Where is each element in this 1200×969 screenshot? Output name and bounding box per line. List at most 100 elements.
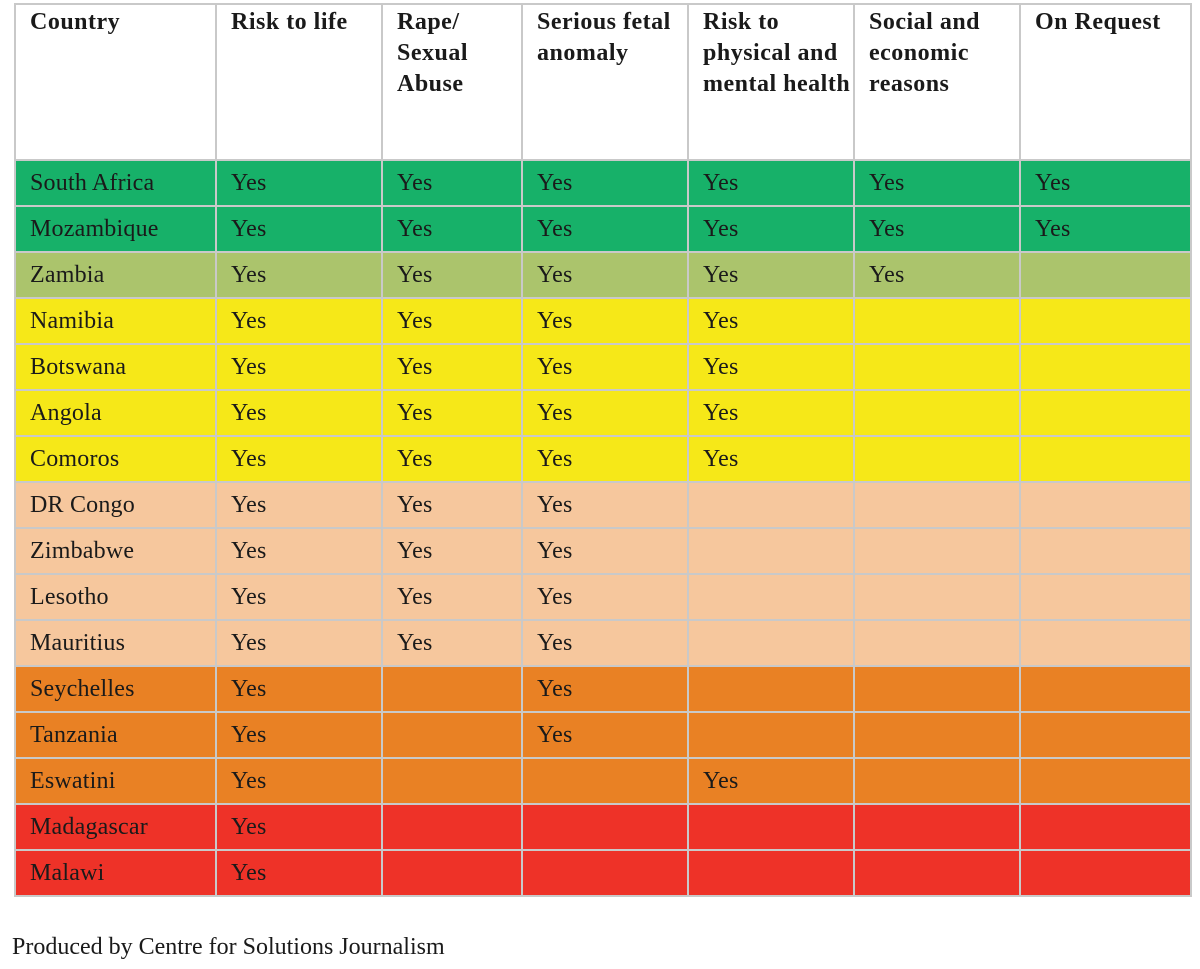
- country-cell: South Africa: [14, 159, 217, 207]
- ground-cell: Yes: [381, 251, 523, 299]
- ground-cell: [853, 481, 1021, 529]
- table-row: Lesotho Yes Yes Yes: [14, 573, 1192, 621]
- ground-cell: Yes: [381, 527, 523, 575]
- ground-cell: [521, 803, 689, 851]
- country-cell: Malawi: [14, 849, 217, 897]
- ground-cell: Yes: [521, 573, 689, 621]
- ground-cell: Yes: [687, 159, 855, 207]
- country-cell: Zimbabwe: [14, 527, 217, 575]
- ground-cell: Yes: [521, 527, 689, 575]
- ground-cell: Yes: [381, 435, 523, 483]
- country-cell: Eswatini: [14, 757, 217, 805]
- ground-cell: Yes: [215, 343, 383, 391]
- ground-cell: Yes: [521, 711, 689, 759]
- ground-cell: [853, 757, 1021, 805]
- country-cell: Lesotho: [14, 573, 217, 621]
- ground-cell: [381, 711, 523, 759]
- ground-cell: [853, 389, 1021, 437]
- country-cell: Botswana: [14, 343, 217, 391]
- ground-cell: [687, 803, 855, 851]
- ground-cell: Yes: [687, 757, 855, 805]
- ground-cell: Yes: [381, 297, 523, 345]
- ground-cell: Yes: [687, 435, 855, 483]
- ground-cell: [1019, 527, 1192, 575]
- ground-cell: [1019, 573, 1192, 621]
- ground-cell: Yes: [381, 573, 523, 621]
- source-credit: Produced by Centre for Solutions Journal…: [12, 934, 445, 960]
- ground-cell: [1019, 619, 1192, 667]
- ground-cell: [1019, 389, 1192, 437]
- ground-cell: [853, 711, 1021, 759]
- ground-cell: [1019, 803, 1192, 851]
- ground-cell: Yes: [521, 343, 689, 391]
- header-country: Country: [14, 3, 217, 161]
- ground-cell: Yes: [521, 297, 689, 345]
- ground-cell: Yes: [381, 481, 523, 529]
- ground-cell: [687, 711, 855, 759]
- country-cell: Angola: [14, 389, 217, 437]
- ground-cell: Yes: [687, 343, 855, 391]
- header-on-request: On Request: [1019, 3, 1192, 161]
- ground-cell: [853, 573, 1021, 621]
- ground-cell: Yes: [215, 849, 383, 897]
- country-cell: Zambia: [14, 251, 217, 299]
- ground-cell: [1019, 251, 1192, 299]
- table-row: Mauritius Yes Yes Yes: [14, 619, 1192, 667]
- ground-cell: [853, 665, 1021, 713]
- ground-cell: Yes: [853, 205, 1021, 253]
- ground-cell: [687, 619, 855, 667]
- ground-cell: [1019, 849, 1192, 897]
- ground-cell: [687, 527, 855, 575]
- ground-cell: Yes: [687, 389, 855, 437]
- ground-cell: Yes: [215, 435, 383, 483]
- ground-cell: [1019, 757, 1192, 805]
- table-body: South Africa Yes Yes Yes Yes Yes Yes Mozambique…: [14, 159, 1192, 897]
- country-cell: DR Congo: [14, 481, 217, 529]
- header-social-economic-reasons: Social and economic reasons: [853, 3, 1021, 161]
- ground-cell: Yes: [687, 205, 855, 253]
- ground-cell: Yes: [853, 159, 1021, 207]
- ground-cell: [1019, 665, 1192, 713]
- table-row: Eswatini Yes Yes: [14, 757, 1192, 805]
- ground-cell: Yes: [215, 527, 383, 575]
- ground-cell: [687, 573, 855, 621]
- header-row: Country Risk to life Rape/ Sexual Abuse …: [14, 3, 1192, 161]
- country-cell: Comoros: [14, 435, 217, 483]
- ground-cell: [853, 803, 1021, 851]
- ground-cell: [687, 665, 855, 713]
- country-cell: Madagascar: [14, 803, 217, 851]
- header-risk-to-life: Risk to life: [215, 3, 383, 161]
- ground-cell: Yes: [215, 757, 383, 805]
- table-row: Zimbabwe Yes Yes Yes: [14, 527, 1192, 575]
- ground-cell: Yes: [521, 435, 689, 483]
- table-row: Tanzania Yes Yes: [14, 711, 1192, 759]
- ground-cell: [853, 297, 1021, 345]
- ground-cell: [1019, 711, 1192, 759]
- ground-cell: Yes: [381, 205, 523, 253]
- ground-cell: Yes: [215, 389, 383, 437]
- ground-cell: [1019, 297, 1192, 345]
- ground-cell: [381, 665, 523, 713]
- ground-cell: Yes: [521, 665, 689, 713]
- ground-cell: Yes: [215, 711, 383, 759]
- country-cell: Tanzania: [14, 711, 217, 759]
- table-row: Malawi Yes: [14, 849, 1192, 897]
- country-cell: Mozambique: [14, 205, 217, 253]
- ground-cell: [1019, 343, 1192, 391]
- ground-cell: Yes: [521, 251, 689, 299]
- ground-cell: Yes: [215, 619, 383, 667]
- ground-cell: Yes: [521, 619, 689, 667]
- ground-cell: Yes: [381, 389, 523, 437]
- ground-cell: Yes: [381, 619, 523, 667]
- ground-cell: [853, 619, 1021, 667]
- ground-cell: Yes: [215, 251, 383, 299]
- ground-cell: [853, 343, 1021, 391]
- ground-cell: Yes: [215, 205, 383, 253]
- ground-cell: Yes: [521, 389, 689, 437]
- ground-cell: [381, 803, 523, 851]
- table-row: Namibia Yes Yes Yes Yes: [14, 297, 1192, 345]
- ground-cell: Yes: [215, 481, 383, 529]
- ground-cell: [853, 849, 1021, 897]
- ground-cell: Yes: [215, 803, 383, 851]
- header-serious-fetal-anomaly: Serious fetal anomaly: [521, 3, 689, 161]
